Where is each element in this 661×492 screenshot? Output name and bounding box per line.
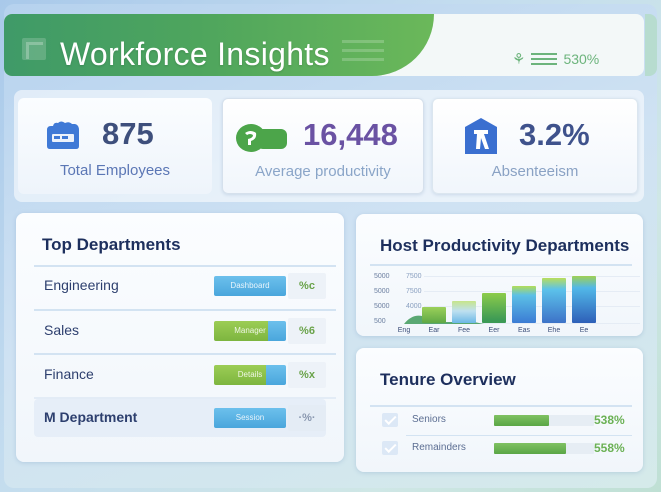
kpi-row: 875 Total Employees 16,448 Average produ… [14, 90, 644, 202]
top-departments-panel: Top Departments Engineering Dashboard %c… [16, 213, 344, 462]
checkbox-icon[interactable] [382, 413, 398, 427]
bar-chart: 5000 5000 5000 500 7500 7500 4000 Eng Ea… [374, 270, 640, 334]
tenure-row-seniors[interactable]: Seniors 538% [370, 408, 632, 434]
productivity-chart-panel: Host Productivity Departments 5000 5000 … [356, 214, 643, 336]
x-tick: Eer [488, 327, 500, 334]
x-tick: Eng [397, 327, 411, 334]
department-name: M Department [44, 409, 138, 425]
kpi-card-absenteeism[interactable]: 3.2% Absenteeism [432, 98, 638, 194]
x-tick: Ehe [547, 327, 561, 334]
kpi-value: 16,448 [303, 117, 398, 152]
people-icon [47, 121, 79, 149]
kpi-value: 875 [102, 116, 154, 151]
decorative-lines [342, 40, 384, 67]
panel-title: Top Departments [42, 235, 181, 254]
divider [406, 435, 632, 436]
header-bar: Workforce Insights ⚘ 530% [4, 14, 644, 76]
department-name: Finance [44, 366, 94, 382]
department-chip: %x [288, 362, 326, 388]
y-tick: 5000 [374, 273, 390, 280]
department-bar: Manager [214, 321, 286, 341]
divider [34, 265, 336, 267]
chat-icon [236, 124, 287, 152]
x-tick: Ee [579, 327, 589, 334]
department-bar: Session [214, 408, 286, 428]
tenure-progress [494, 443, 594, 454]
x-tick: Fee [457, 327, 471, 334]
department-chip: %6 [288, 318, 326, 344]
tenure-label: Seniors [412, 414, 446, 425]
y-tick: 5000 [374, 288, 390, 295]
header-banner [4, 14, 434, 76]
divider [370, 264, 632, 266]
divider [34, 397, 336, 399]
department-row-sales[interactable]: Sales Manager %6 [34, 312, 326, 350]
chart-bar[interactable] [482, 293, 506, 323]
kpi-label: Average productivity [255, 163, 391, 180]
chart-bar[interactable] [572, 276, 596, 323]
department-row-engineering[interactable]: Engineering Dashboard %c [34, 267, 326, 305]
department-row-m-department[interactable]: M Department Session ·%· [34, 399, 326, 437]
house-icon [465, 118, 497, 154]
tenure-value: 558% [594, 441, 625, 455]
divider [34, 309, 336, 311]
kpi-card-average-productivity[interactable]: 16,448 Average productivity [222, 98, 424, 194]
menu-icon[interactable] [531, 50, 558, 68]
y-tick: 5000 [374, 303, 390, 310]
divider [34, 353, 336, 355]
tenure-overview-panel: Tenure Overview Seniors 538% Remainders … [356, 348, 643, 472]
department-name: Engineering [44, 277, 119, 293]
tenure-progress [494, 415, 594, 426]
chart-bar[interactable] [452, 301, 476, 323]
tenure-row-remainders[interactable]: Remainders 558% [370, 436, 632, 462]
kpi-card-total-employees[interactable]: 875 Total Employees [18, 98, 212, 194]
divider [370, 405, 632, 407]
checkbox-icon[interactable] [382, 441, 398, 455]
tenure-value: 538% [594, 413, 625, 427]
department-bar: Details [214, 365, 286, 385]
kpi-label: Total Employees [59, 162, 171, 179]
x-tick: Ear [428, 327, 440, 334]
y-tick: 7500 [406, 288, 422, 295]
panel-title: Tenure Overview [380, 370, 516, 389]
chart-bar[interactable] [512, 286, 536, 323]
department-chip: %c [288, 273, 326, 299]
y-tick: 7500 [406, 273, 422, 280]
y-tick: 4000 [406, 303, 422, 310]
chart-bar[interactable] [542, 278, 566, 323]
x-tick: Eas [517, 327, 531, 334]
chart-bar[interactable] [422, 307, 446, 323]
kpi-value: 3.2% [519, 117, 590, 152]
header-edge [645, 14, 657, 76]
department-row-finance[interactable]: Finance Details %x [34, 356, 326, 394]
department-bar: Dashboard [214, 276, 286, 296]
department-name: Sales [44, 322, 80, 338]
kpi-label: Absenteeism [491, 163, 579, 180]
logo-icon [22, 38, 46, 60]
header-status: ⚘ 530% [512, 50, 599, 68]
y-tick: 500 [374, 318, 386, 325]
department-chip: ·%· [288, 405, 326, 431]
header-status-value: 530% [563, 51, 600, 67]
panel-title: Host Productivity Departments [380, 236, 630, 255]
leaf-icon: ⚘ [512, 51, 526, 68]
tenure-label: Remainders [412, 442, 466, 453]
page-title: Workforce Insights [60, 36, 330, 72]
